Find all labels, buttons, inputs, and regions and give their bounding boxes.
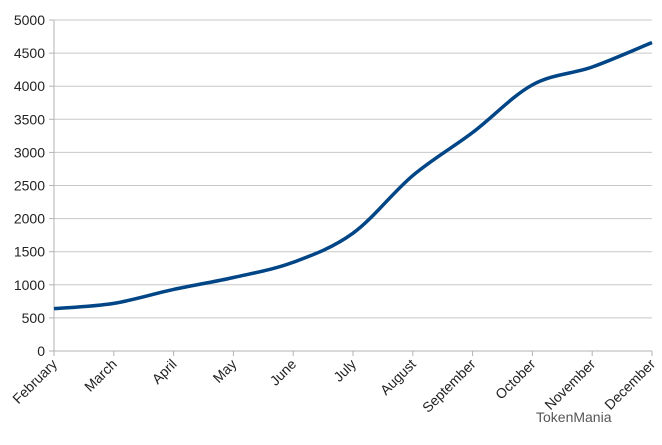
x-tick-label: October [492,356,539,403]
watermark: TokenMania [536,409,612,425]
x-tick-label: December [601,356,658,413]
x-tick-label: February [9,356,60,407]
y-tick-label: 5000 [14,12,45,28]
y-tick-label: 4500 [14,45,45,61]
x-tick-label: June [267,356,300,389]
x-tick-label: November [541,356,598,413]
x-tick-label: March [81,356,120,395]
y-tick-label: 4000 [14,78,45,94]
y-tick-label: 0 [37,343,45,359]
y-tick-label: 1500 [14,244,45,260]
x-tick-label: August [377,356,419,398]
y-tick-label: 1000 [14,277,45,293]
x-tick-label: April [149,356,180,387]
y-tick-label: 3000 [14,144,45,160]
line [53,40,653,311]
y-tick-label: 500 [22,310,46,326]
x-tick-label: May [210,356,240,386]
x-tick-label: July [330,356,359,385]
x-tick-label: September [419,356,479,416]
y-tick-label: 2000 [14,211,45,227]
y-tick-label: 2500 [14,178,45,194]
y-tick-label: 3500 [14,111,45,127]
